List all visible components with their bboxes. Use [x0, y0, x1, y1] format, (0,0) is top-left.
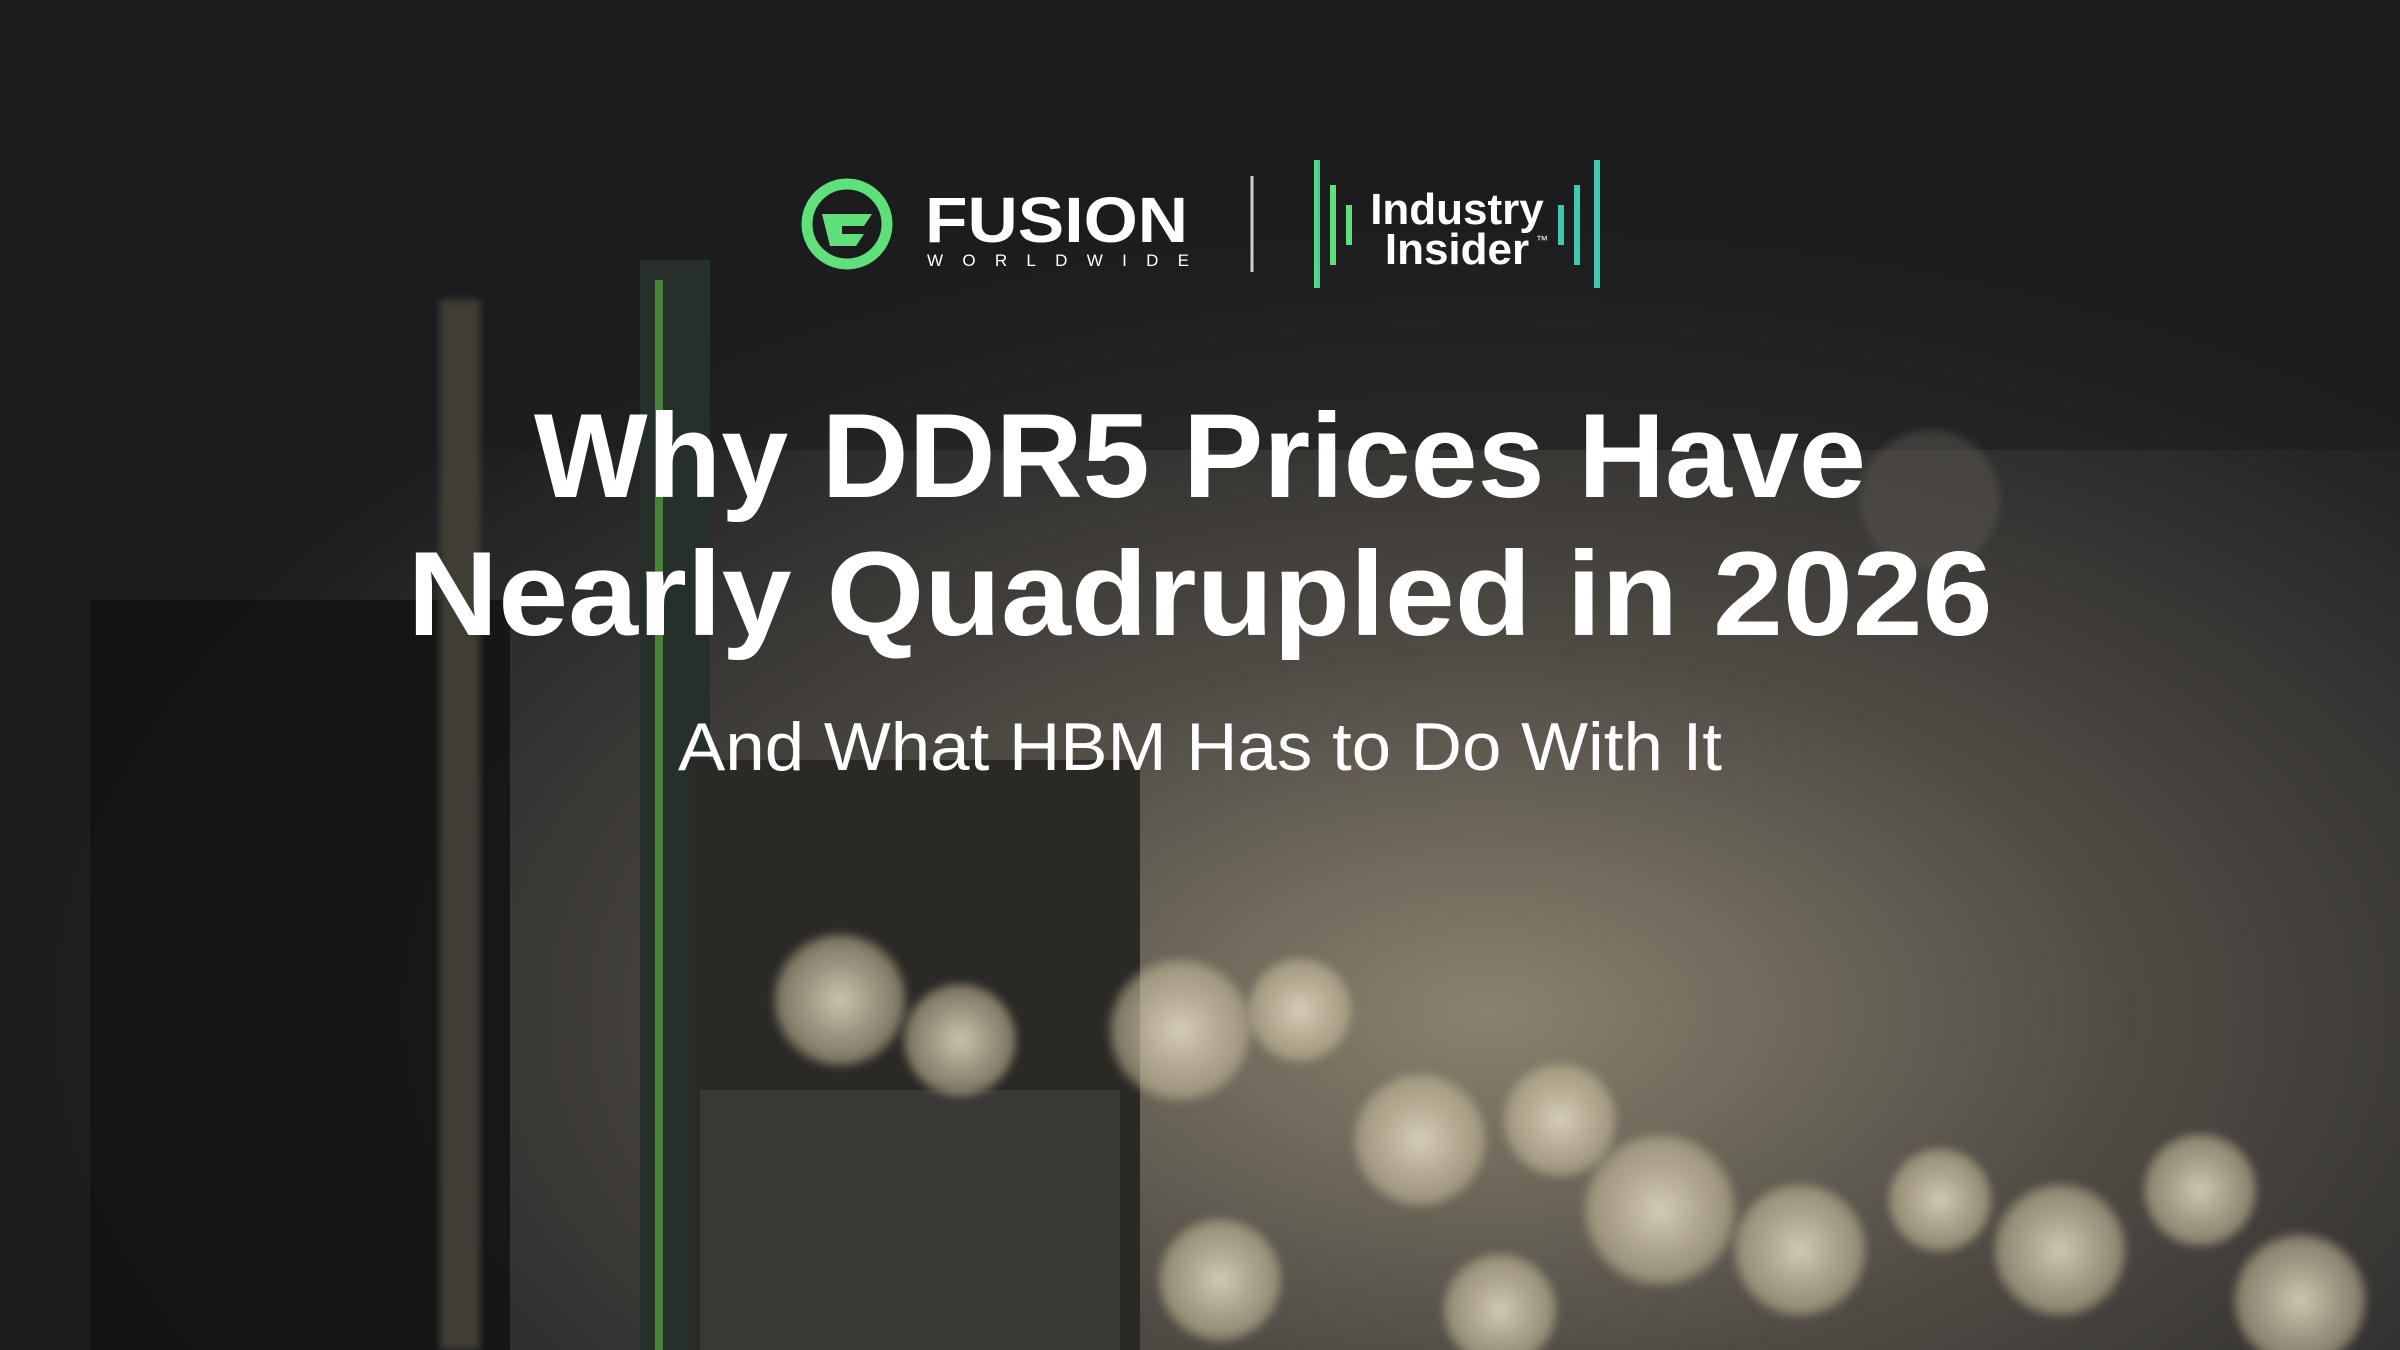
headline-line-1: Why DDR5 Prices Have	[534, 389, 1866, 523]
background-top	[0, 0, 2400, 450]
industry-insider-logo: Industry Insider ™	[1314, 160, 1600, 288]
subtitle: And What HBM Has to Do With It	[678, 709, 1722, 785]
insider-text: Insider	[1385, 225, 1529, 274]
headline-line-2: Nearly Quadrupled in 2026	[408, 527, 1993, 661]
bokeh-lights	[770, 430, 2370, 1350]
fusion-tagline: WORLDWIDE	[927, 251, 1189, 270]
industry-text: Industry	[1370, 185, 1544, 234]
fusion-name: FUSION	[925, 184, 1188, 256]
fusion-logo: FUSION WORLDWIDE	[801, 178, 1189, 270]
trademark: ™	[1536, 233, 1548, 247]
